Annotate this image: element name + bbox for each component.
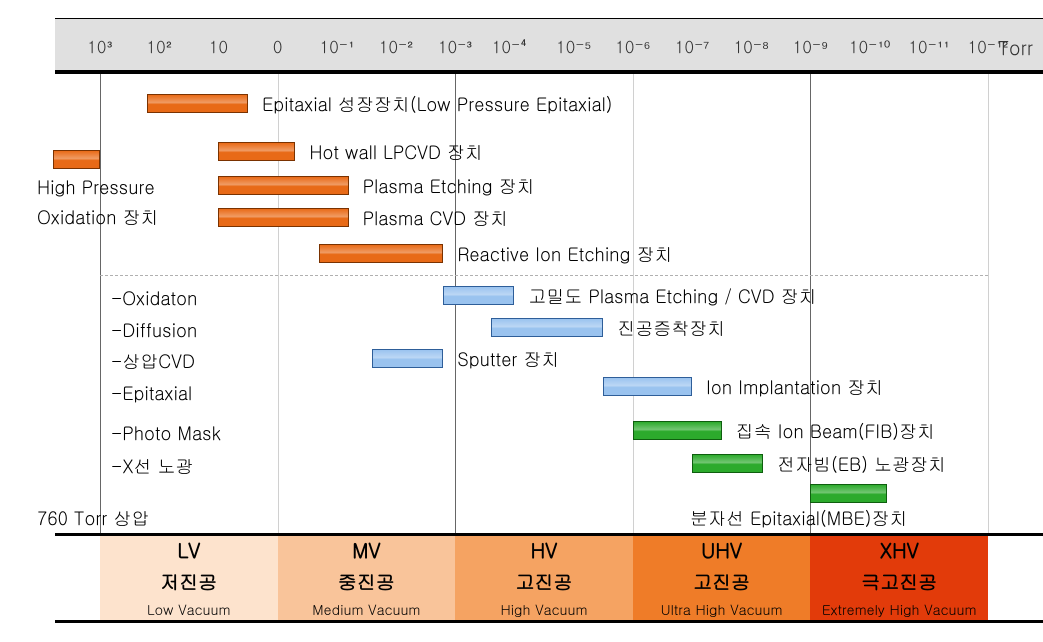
vacuum-region-english: Extremely High Vacuum — [822, 599, 977, 619]
free-label: -Diffusion — [111, 318, 197, 343]
vacuum-region-korean: 고진공 — [515, 568, 572, 595]
process-bar-label: Plasma Etching 장치 — [363, 174, 535, 199]
process-bar-label: Plasma CVD 장치 — [363, 206, 509, 231]
black-separator-regions-bottom — [55, 620, 1043, 623]
free-label: -Epitaxial — [111, 381, 192, 406]
process-bar — [603, 377, 692, 396]
free-label: 분자선 Epitaxial(MBE)장치 — [690, 506, 907, 531]
axis-tick: 10² — [146, 34, 172, 58]
vacuum-region-korean: 고진공 — [693, 568, 750, 595]
vacuum-region-code: HV — [531, 535, 558, 564]
free-label: -Photo Mask — [111, 421, 221, 446]
vacuum-region-english: Medium Vacuum — [312, 599, 420, 619]
process-bar — [319, 244, 443, 263]
axis-tick: 0 — [273, 34, 283, 58]
free-label: High Pressure — [37, 175, 155, 200]
process-bar — [810, 484, 887, 503]
axis-border-top — [55, 18, 1043, 19]
free-label: Oxidation 장치 — [37, 205, 159, 230]
process-bar — [692, 454, 763, 473]
axis-tick: 10⁻⁶ — [615, 34, 651, 58]
vacuum-region-korean: 저진공 — [160, 568, 217, 595]
axis-tick: 10⁻⁷ — [675, 34, 710, 58]
process-bar — [218, 142, 295, 161]
process-bar — [633, 421, 722, 440]
axis-tick: 10⁻¹ — [319, 34, 354, 58]
axis-border-bottom — [55, 70, 1043, 74]
vline — [100, 74, 101, 533]
process-bar — [443, 286, 514, 305]
axis-tick: 10⁻⁸ — [733, 34, 769, 58]
vacuum-region: XHV 극고진공 Extremely High Vacuum — [810, 533, 988, 620]
axis-tick: 10⁻² — [379, 34, 414, 58]
process-bar — [491, 318, 603, 337]
black-separator-regions-top — [55, 533, 1043, 536]
axis-tick: 10⁻¹¹ — [908, 34, 949, 58]
hline-dashed — [100, 275, 988, 276]
axis-tick: 10³ — [87, 34, 113, 58]
process-bar — [218, 208, 348, 227]
free-label: 760 Torr 상압 — [37, 506, 149, 531]
process-bar-label: Ion Implantation 장치 — [706, 375, 883, 400]
axis-tick: 10⁻⁴ — [492, 34, 538, 58]
vacuum-region-english: High Vacuum — [500, 599, 587, 619]
process-bar-label: Sputter 장치 — [457, 347, 559, 372]
vacuum-region-english: Ultra High Vacuum — [661, 599, 783, 619]
process-bar-label: Hot wall LPCVD 장치 — [309, 140, 483, 165]
vacuum-region: HV 고진공 High Vacuum — [455, 533, 633, 620]
process-bar-label: 전자빔(EB) 노광장치 — [777, 452, 946, 477]
axis-tick: 10⁻⁵ — [556, 34, 592, 58]
axis-tick: 10⁻³ — [438, 34, 473, 58]
vacuum-region-korean: 극고진공 — [861, 568, 937, 595]
axis-background — [55, 18, 1043, 70]
vacuum-chart: { "layout": { "canvas_width": 1043, "can… — [0, 0, 1043, 642]
process-bar-label: 집속 Ion Beam(FIB)장치 — [736, 419, 935, 444]
free-label: -X선 노광 — [111, 454, 194, 479]
free-label: -Oxidaton — [111, 286, 197, 311]
process-bar-label: Reactive Ion Etching 장치 — [457, 242, 672, 267]
vacuum-region-code: UHV — [701, 535, 742, 564]
axis-tick: 10 — [209, 34, 229, 58]
vacuum-region-korean: 중진공 — [338, 568, 395, 595]
vacuum-region-code: MV — [352, 535, 380, 564]
process-bar-label: 고밀도 Plasma Etching / CVD 장치 — [528, 284, 816, 309]
vacuum-region: MV 중진공 Medium Vacuum — [278, 533, 456, 620]
process-bar-label: Epitaxial 성장장치(Low Pressure Epitaxial) — [262, 92, 613, 117]
axis-tick: 10⁻¹⁰ — [849, 34, 891, 58]
process-bar — [218, 176, 348, 195]
vacuum-region-english: Low Vacuum — [147, 599, 231, 619]
vacuum-region: LV 저진공 Low Vacuum — [100, 533, 278, 620]
vacuum-region-code: LV — [177, 535, 200, 564]
process-bar — [372, 349, 443, 368]
vline — [988, 74, 989, 533]
process-bar — [147, 94, 248, 113]
free-label: -상압CVD — [111, 349, 195, 374]
process-bar — [53, 150, 100, 169]
axis-tick: 10⁻¹² — [967, 34, 1008, 58]
axis-tick: 10⁻⁹ — [793, 34, 829, 58]
process-bar-label: 진공증착장치 — [617, 316, 725, 341]
vacuum-region: UHV 고진공 Ultra High Vacuum — [633, 533, 811, 620]
vacuum-region-code: XHV — [880, 535, 919, 564]
